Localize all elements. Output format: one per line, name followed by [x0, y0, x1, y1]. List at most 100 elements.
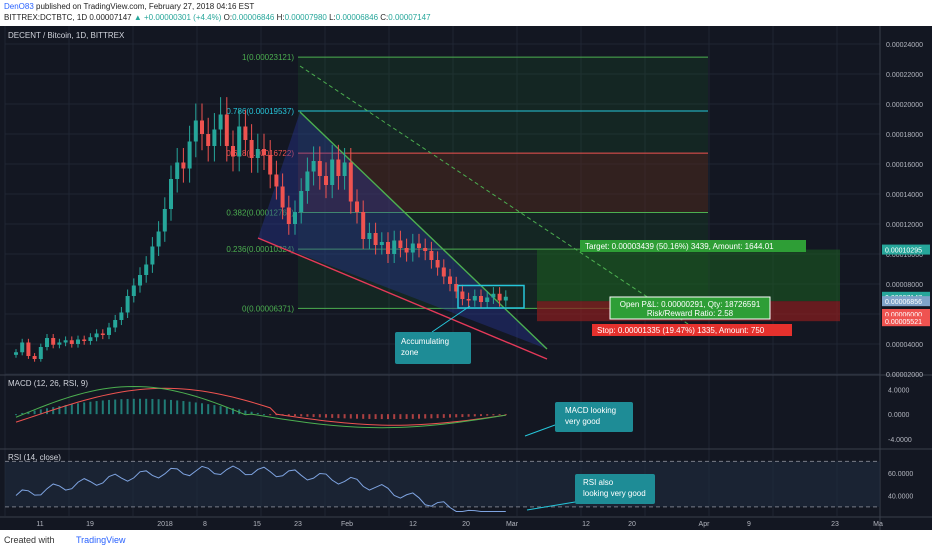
target-label: Target: 0.00003439 (50.16%) 3439, Amount… [585, 242, 774, 251]
candle-body [237, 126, 242, 157]
macd-histogram-bar [89, 401, 92, 415]
candle-body [472, 296, 477, 301]
macd-histogram-bar [498, 414, 501, 416]
time-tick-label: Ma [873, 521, 883, 528]
macd-histogram-bar [306, 414, 309, 417]
macd-histogram-bar [318, 414, 321, 418]
candle-body [193, 120, 198, 142]
rsi-callout-text: RSI also [583, 478, 614, 487]
macd-histogram-bar [52, 407, 55, 415]
macd-histogram-bar [393, 414, 396, 420]
candle-body [249, 140, 254, 158]
rsi-tick-label: 60.0000 [888, 471, 913, 478]
candle-body [224, 114, 229, 146]
macd-histogram-bar [225, 407, 228, 415]
macd-histogram-bar [46, 408, 48, 415]
macd-histogram-bar [300, 414, 303, 417]
candle-body [386, 242, 390, 254]
time-tick-label: 19 [86, 521, 94, 528]
macd-histogram-bar [269, 414, 272, 416]
candle-body [286, 207, 291, 224]
close-value: 0.00007147 [89, 13, 132, 22]
time-tick-label: Mar [506, 521, 519, 528]
macd-histogram-bar [486, 414, 489, 416]
candle-body [305, 171, 310, 191]
candle-body [485, 297, 490, 302]
projection-line [299, 65, 701, 333]
change-value: ▲ +0.00000301 (+4.4%) [133, 13, 222, 22]
candle-body [274, 174, 279, 187]
candle-body [38, 347, 43, 359]
candle-body [76, 339, 80, 344]
accumulating-zone-box [457, 284, 525, 309]
macd-histogram-bar [27, 411, 30, 415]
macd-histogram-bar [194, 402, 197, 415]
price-badge [882, 296, 930, 307]
price-badge-label: 0.00006856 [885, 299, 922, 306]
low-value: 0.00006846 [335, 13, 379, 22]
macd-histogram-bar [21, 412, 24, 415]
macd-histogram-bar [101, 400, 104, 415]
callout-box [395, 332, 471, 364]
candle-body [51, 338, 56, 345]
macd-callout-text: very good [565, 417, 600, 426]
candle-body [355, 201, 359, 212]
symbol-label: BITTREX:DCTBTC, 1D [4, 13, 88, 22]
macd-histogram-bar [77, 403, 79, 415]
macd-histogram-bar [95, 401, 98, 415]
rsi-callout-text: looking very good [583, 489, 646, 498]
chart-canvas[interactable]: 1(0.00023121) 0.786(0.00019537) 0.618(0.00… [0, 26, 932, 530]
tradingview-logo[interactable]: TradingView [76, 535, 126, 545]
candle-body [94, 333, 99, 338]
macd-histogram-bar [418, 414, 420, 419]
candle-body [82, 339, 87, 341]
time-tick-label: 12 [582, 521, 590, 528]
publication-header: DenO83 published on TradingView.com, Feb… [0, 0, 932, 26]
macd-histogram-bar [436, 414, 439, 419]
candle-body [454, 284, 459, 292]
chart-area[interactable]: 1(0.00023121) 0.786(0.00019537) 0.618(0.00… [0, 26, 932, 530]
macd-tick-label: 4.0000 [888, 388, 910, 395]
macd-histogram-bar [39, 409, 42, 415]
candle-body [162, 209, 167, 232]
time-tick-label: 23 [831, 521, 839, 528]
macd-histogram-bar [15, 414, 17, 416]
macd-histogram-bar [33, 410, 36, 415]
fib-zone-red [298, 153, 708, 213]
price-badge-label: 0.00005521 [885, 319, 922, 326]
pnl-label: Open P&L: 0.00000291, Qty: 18726591 [620, 300, 761, 309]
candle-body [262, 149, 266, 155]
rsi-band [5, 461, 880, 507]
macd-histogram-bar [467, 414, 470, 417]
macd-callout-text: MACD looking [565, 406, 616, 415]
candle-body [231, 146, 235, 157]
macd-line [15, 385, 506, 429]
candle-body [410, 243, 415, 253]
macd-histogram-bar [213, 405, 216, 415]
price-badge [882, 309, 930, 319]
candle-body [398, 240, 403, 248]
macd-histogram-bar [287, 414, 290, 416]
callout-pointer [524, 424, 556, 437]
price-badge-label: 0.00006000 [885, 312, 922, 319]
close-label: C: [380, 13, 389, 22]
main-chart-title: DECENT / Bitcoin, 1D, BITTREX [8, 31, 125, 40]
close-ohlc-value: 0.00007147 [388, 13, 431, 22]
candle-body [348, 162, 353, 202]
price-tick-label: 0.00018000 [886, 132, 923, 139]
open-value: 0.00006846 [232, 13, 275, 22]
macd-histogram-bar [455, 414, 458, 418]
price-tick-label: 0.00008000 [886, 282, 923, 289]
price-tick-label: 0.00020000 [886, 102, 923, 109]
price-badge [882, 316, 930, 327]
macd-histogram-bar [380, 414, 383, 420]
author-link[interactable]: DenO83 [4, 2, 34, 11]
macd-histogram-bar [312, 414, 315, 418]
macd-histogram-bar [145, 398, 148, 415]
candle-body [299, 191, 304, 212]
candle-body [417, 243, 421, 248]
macd-histogram-bar [163, 399, 166, 415]
callout-text: zone [401, 348, 419, 357]
macd-histogram-bar [349, 414, 352, 419]
time-tick-label: 2018 [157, 521, 173, 528]
